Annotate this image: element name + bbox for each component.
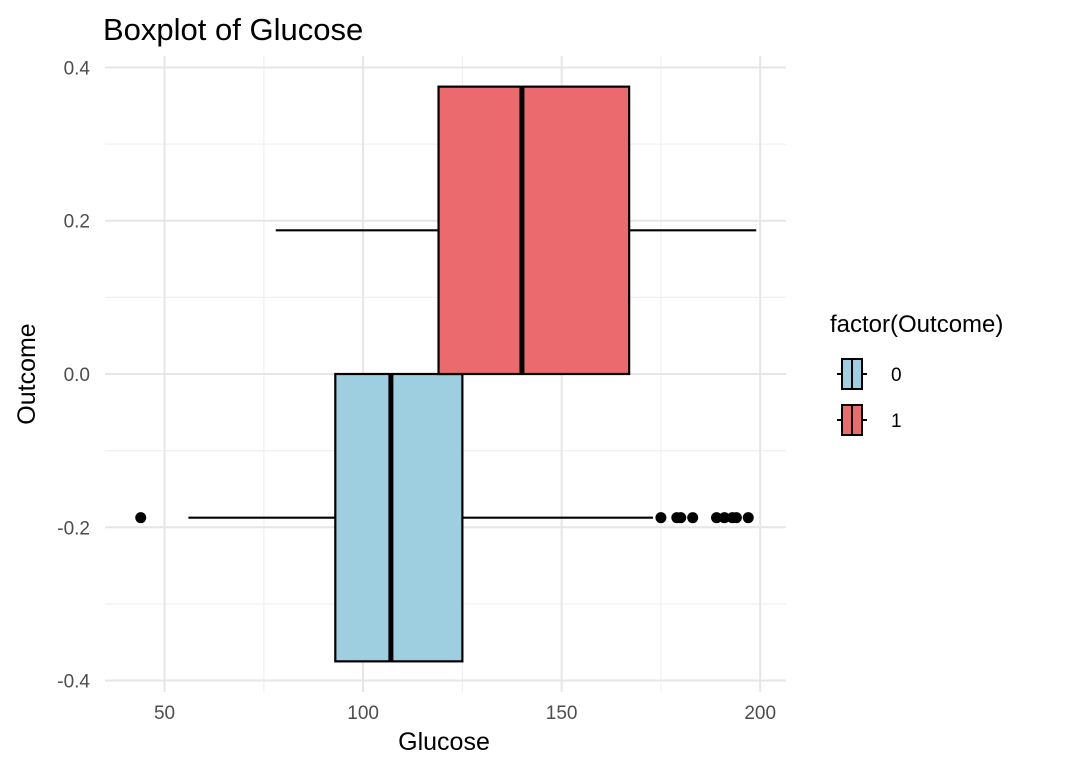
- outlier-point: [655, 512, 667, 524]
- y-tick-label: 0.2: [64, 212, 90, 233]
- x-tick-label: 150: [546, 703, 578, 724]
- outlier-point: [135, 512, 147, 524]
- box-iqr: [437, 85, 631, 376]
- x-axis-ticks: 50 100 150 200: [154, 703, 776, 724]
- chart-title: Boxplot of Glucose: [103, 12, 363, 47]
- y-tick-label: -0.2: [57, 518, 90, 539]
- outlier-point: [718, 512, 730, 524]
- box-group-1: [275, 85, 757, 376]
- legend-label: 1: [891, 411, 902, 432]
- legend-key-1: [837, 404, 867, 436]
- outlier-point: [730, 512, 742, 524]
- outlier-point: [742, 512, 754, 524]
- y-axis-title: Outcome: [13, 323, 41, 424]
- y-axis-ticks: 0.4 0.2 0.0 -0.2 -0.4: [57, 58, 90, 692]
- x-tick-label: 100: [347, 703, 379, 724]
- x-tick-label: 200: [744, 703, 776, 724]
- outlier-point: [675, 512, 687, 524]
- legend-title: factor(Outcome): [830, 311, 1003, 338]
- legend-label: 0: [891, 365, 902, 386]
- x-axis-title: Glucose: [398, 728, 490, 756]
- legend: factor(Outcome) 0 1: [830, 311, 1003, 436]
- boxes: [135, 85, 757, 663]
- outlier-point: [711, 512, 723, 524]
- box-group-0: [135, 372, 754, 663]
- legend-key-0: [837, 358, 867, 390]
- x-tick-label: 50: [154, 703, 175, 724]
- y-tick-label: 0.0: [64, 365, 90, 386]
- y-tick-label: 0.4: [64, 58, 91, 79]
- y-tick-label: -0.4: [57, 672, 90, 693]
- box-iqr: [334, 372, 464, 663]
- outlier-point: [687, 512, 699, 524]
